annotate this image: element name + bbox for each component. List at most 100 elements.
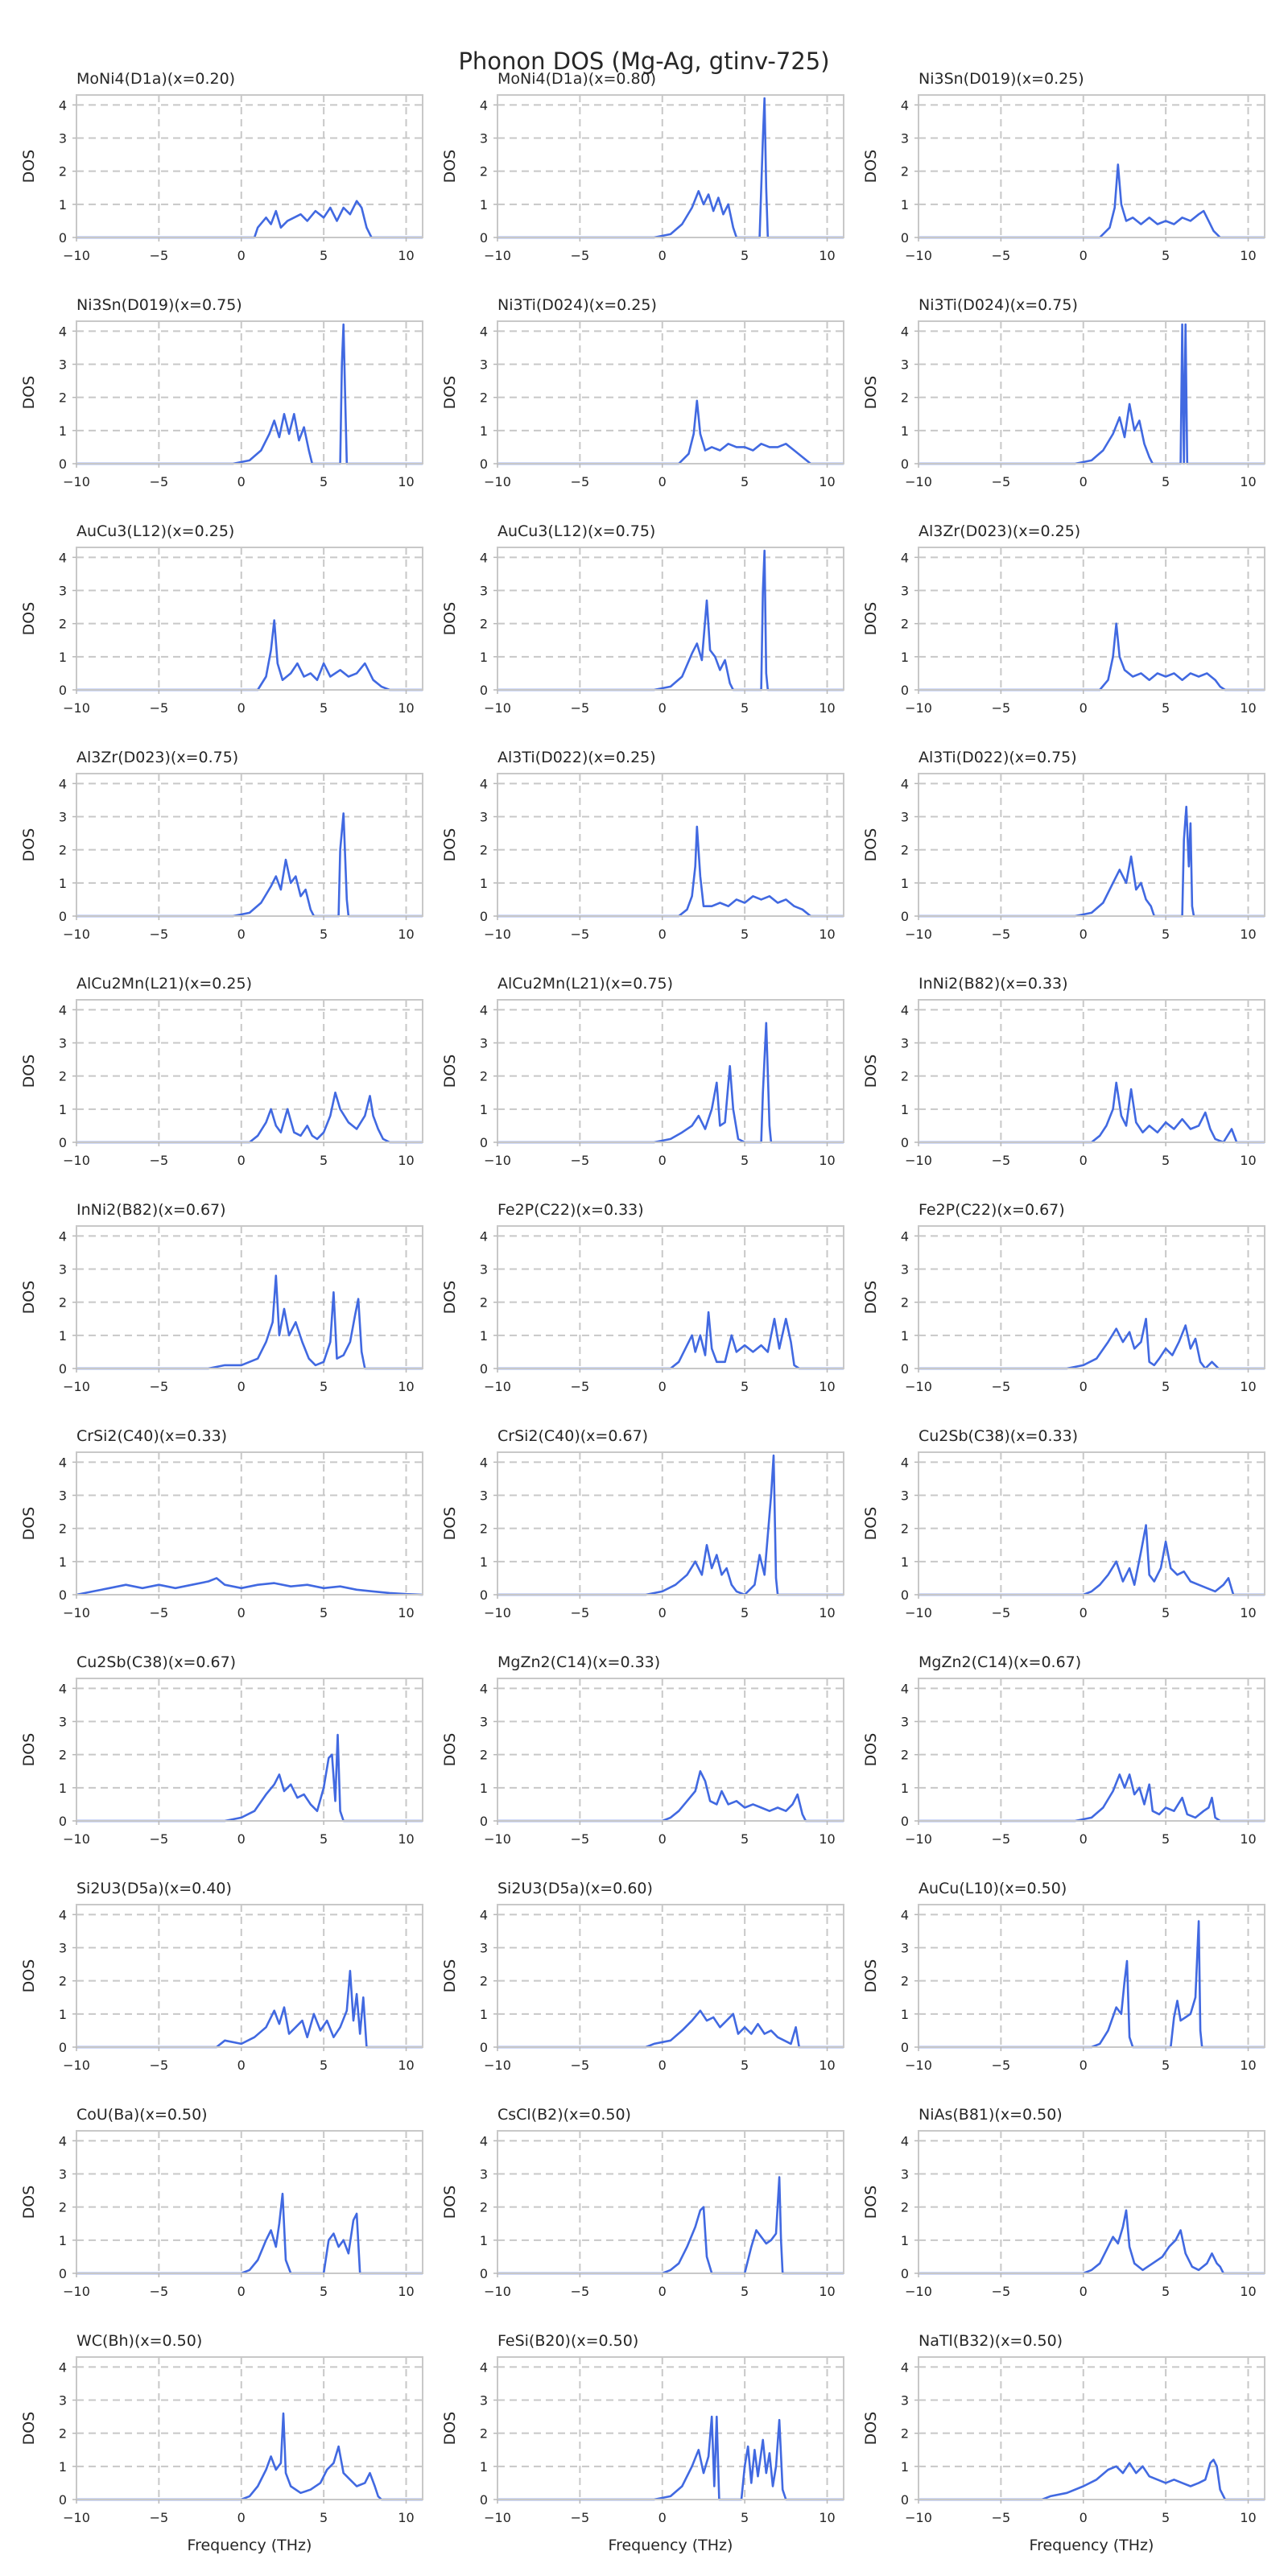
x-tick-label: 10 (819, 474, 835, 489)
x-tick-label: 10 (819, 700, 835, 716)
dos-series-line (497, 2176, 844, 2275)
x-tick-label: 5 (741, 248, 749, 263)
x-tick-label: −10 (484, 2058, 511, 2073)
y-tick-label: 3 (480, 1488, 488, 1504)
y-tick-label: 4 (480, 550, 488, 565)
dos-subplot: AuCu3(L12)(x=0.75) −10 −5 0 5 10 0 1 2 3 4 DOS (441, 522, 844, 716)
x-tick-label: −10 (484, 1605, 511, 1620)
x-tick-label: 5 (320, 248, 328, 263)
x-tick-label: 5 (741, 2058, 749, 2073)
x-tick-label: 10 (398, 1153, 414, 1168)
y-axis-label: DOS (862, 1507, 880, 1541)
x-tick-label: −5 (150, 2284, 169, 2299)
dos-series-line (76, 2192, 423, 2275)
dos-subplot: Al3Zr(D023)(x=0.25) −10 −5 0 5 10 0 1 2 3 4 DOS (862, 522, 1265, 716)
subplot-title: CoU(Ba)(x=0.50) (76, 2106, 208, 2124)
y-tick-label: 0 (480, 1587, 488, 1603)
x-tick-label: −5 (571, 1379, 590, 1394)
y-tick-label: 2 (59, 1974, 67, 1989)
x-tick-label: 5 (320, 474, 328, 489)
x-tick-label: −10 (484, 248, 511, 263)
dos-series-line (497, 1770, 844, 1823)
x-tick-label: 5 (1162, 2510, 1170, 2525)
y-tick-label: 4 (901, 2133, 909, 2149)
plot-frame (918, 1225, 1265, 1369)
plot-frame (76, 999, 423, 1143)
y-tick-label: 2 (480, 1069, 488, 1084)
y-tick-label: 2 (901, 1974, 909, 1989)
y-tick-label: 3 (901, 1941, 909, 1956)
x-tick-label: 10 (398, 927, 414, 942)
subplot-title: AuCu3(L12)(x=0.75) (497, 522, 655, 540)
y-tick-label: 2 (59, 1521, 67, 1537)
y-tick-label: 0 (480, 1135, 488, 1150)
y-tick-label: 0 (480, 456, 488, 472)
y-tick-label: 3 (480, 810, 488, 825)
y-tick-label: 1 (901, 876, 909, 891)
x-tick-label: −10 (905, 1605, 932, 1620)
y-tick-label: 1 (901, 1781, 909, 1796)
x-tick-label: −5 (571, 1605, 590, 1620)
y-tick-label: 2 (480, 2200, 488, 2215)
y-tick-label: 2 (59, 2426, 67, 2442)
x-tick-label: 0 (237, 248, 246, 263)
plot-frame (918, 94, 1265, 238)
dos-series-line (497, 549, 844, 691)
y-tick-label: 2 (59, 390, 67, 406)
y-tick-label: 4 (480, 324, 488, 339)
subplot-title: CrSi2(C40)(x=0.67) (497, 1427, 648, 1445)
y-tick-label: 2 (59, 164, 67, 180)
y-tick-label: 1 (59, 1554, 67, 1570)
subplot-title: MoNi4(D1a)(x=0.80) (497, 70, 656, 88)
y-tick-label: 1 (901, 197, 909, 213)
y-tick-label: 2 (480, 1748, 488, 1763)
y-tick-label: 4 (59, 1907, 67, 1922)
x-tick-label: −10 (484, 2510, 511, 2525)
x-tick-label: −5 (150, 2058, 169, 2073)
y-tick-label: 2 (901, 164, 909, 180)
y-tick-label: 1 (480, 650, 488, 665)
y-axis-label: DOS (441, 1055, 459, 1088)
x-tick-label: −5 (992, 2510, 1011, 2525)
dos-series-line (76, 200, 423, 239)
y-tick-label: 2 (480, 1521, 488, 1537)
y-tick-label: 2 (901, 390, 909, 406)
y-tick-label: 3 (901, 131, 909, 147)
dos-series-line (919, 323, 1265, 465)
y-tick-label: 0 (59, 2266, 67, 2281)
y-axis-label: DOS (441, 2186, 459, 2219)
y-tick-label: 4 (480, 1907, 488, 1922)
x-tick-label: −10 (63, 1379, 90, 1394)
x-tick-label: −10 (63, 1831, 90, 1847)
x-tick-label: −5 (150, 927, 169, 942)
x-tick-label: 0 (1080, 474, 1088, 489)
plot-frame (76, 773, 423, 917)
y-tick-label: 4 (480, 97, 488, 113)
dos-subplot: Si2U3(D5a)(x=0.60) −10 −5 0 5 10 0 1 2 3 4 DOS (441, 1880, 844, 2073)
x-tick-label: 0 (237, 2510, 246, 2525)
y-tick-label: 2 (59, 2200, 67, 2215)
dos-subplot: AlCu2Mn(L21)(x=0.75) −10 −5 0 5 10 0 1 2 3 4 DOS (441, 975, 844, 1168)
y-tick-label: 0 (480, 2492, 488, 2508)
y-axis-label: DOS (862, 376, 880, 410)
y-tick-label: 1 (59, 197, 67, 213)
y-tick-label: 1 (901, 2007, 909, 2022)
dos-subplot: AuCu(L10)(x=0.50) −10 −5 0 5 10 0 1 2 3 4 DOS (862, 1880, 1265, 2073)
x-tick-label: −5 (571, 1831, 590, 1847)
dos-subplot: Si2U3(D5a)(x=0.40) −10 −5 0 5 10 0 1 2 3 4 DOS (20, 1880, 423, 2073)
plot-frame (76, 1678, 423, 1822)
x-tick-label: 10 (819, 1379, 835, 1394)
x-tick-label: −10 (905, 474, 932, 489)
subplot-title: AuCu(L10)(x=0.50) (919, 1880, 1067, 1897)
x-tick-label: 10 (398, 248, 414, 263)
x-tick-label: −10 (484, 1831, 511, 1847)
y-tick-label: 3 (59, 2393, 67, 2409)
plot-frame (497, 547, 844, 691)
y-tick-label: 1 (59, 1102, 67, 1117)
x-tick-label: −10 (905, 2284, 932, 2299)
x-tick-label: 10 (398, 2510, 414, 2525)
x-tick-label: 0 (237, 2284, 246, 2299)
dos-subplot: Ni3Sn(D019)(x=0.25) −10 −5 0 5 10 0 1 2 3 4 DOS (862, 70, 1265, 263)
y-tick-label: 3 (901, 810, 909, 825)
